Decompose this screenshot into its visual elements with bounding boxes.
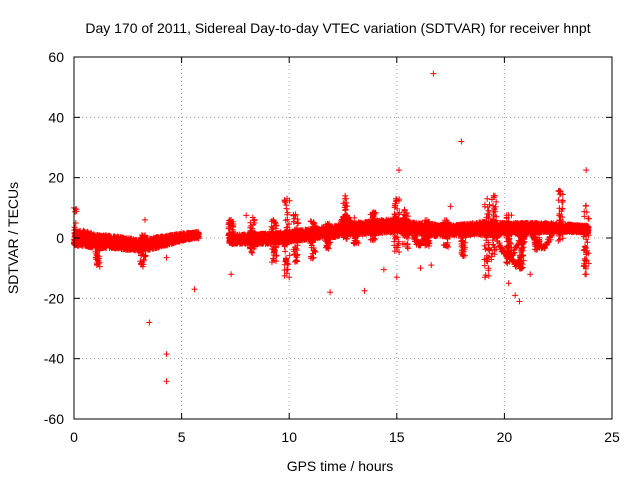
y-tick-label: 40 (48, 109, 64, 125)
outlier-point (583, 271, 590, 278)
y-tick-label: -20 (44, 290, 64, 306)
outlier-point (447, 203, 454, 210)
y-tick-label: 60 (48, 49, 64, 65)
outlier-point (327, 289, 334, 296)
outlier-point (228, 271, 235, 278)
outlier-point (163, 378, 170, 385)
outlier-point (142, 216, 149, 223)
outlier-point (393, 274, 400, 281)
outlier-point (380, 266, 387, 273)
x-tick-label: 5 (178, 429, 186, 445)
outlier-point (583, 167, 590, 174)
y-tick-label: 0 (56, 230, 64, 246)
outlier-point (284, 195, 291, 202)
outlier-point (458, 138, 465, 145)
outlier-point (96, 263, 103, 270)
outlier-point (395, 167, 402, 174)
chart-title: Day 170 of 2011, Sidereal Day-to-day VTE… (85, 20, 590, 36)
x-tick-label: 20 (497, 429, 513, 445)
outlier-point (490, 192, 497, 199)
outlier-point (482, 274, 489, 281)
outlier-point (361, 287, 368, 294)
outlier-point (139, 263, 146, 270)
outlier-point (268, 259, 275, 266)
outlier-point (527, 271, 534, 278)
outlier-point (428, 262, 435, 269)
x-axis-label: GPS time / hours (287, 458, 394, 474)
x-tick-label: 25 (604, 429, 620, 445)
outlier-point (163, 351, 170, 358)
outlier-point (512, 292, 519, 299)
outlier-point (557, 188, 564, 195)
outlier-point (430, 70, 437, 77)
outlier-point (228, 216, 235, 223)
y-tick-label: 20 (48, 170, 64, 186)
outlier-point (484, 195, 491, 202)
y-tick-label: -60 (44, 411, 64, 427)
outlier-point (243, 212, 250, 219)
outlier-point (286, 274, 293, 281)
outlier-point (191, 286, 198, 293)
axis-ticks: 0 5 10 15 20 25 -60 -40 -20 0 20 40 60 (44, 49, 620, 445)
x-tick-label: 10 (281, 429, 297, 445)
outlier-point (163, 254, 170, 261)
x-tick-label: 15 (389, 429, 405, 445)
outlier-point (342, 192, 349, 199)
x-tick-label: 0 (70, 429, 78, 445)
outlier-point (516, 298, 523, 305)
outlier-point (417, 265, 424, 272)
y-axis-label: SDTVAR / TECUs (5, 182, 21, 294)
data-points (71, 70, 592, 385)
outlier-point (505, 280, 512, 287)
y-tick-label: -40 (44, 351, 64, 367)
outlier-point (146, 319, 153, 326)
